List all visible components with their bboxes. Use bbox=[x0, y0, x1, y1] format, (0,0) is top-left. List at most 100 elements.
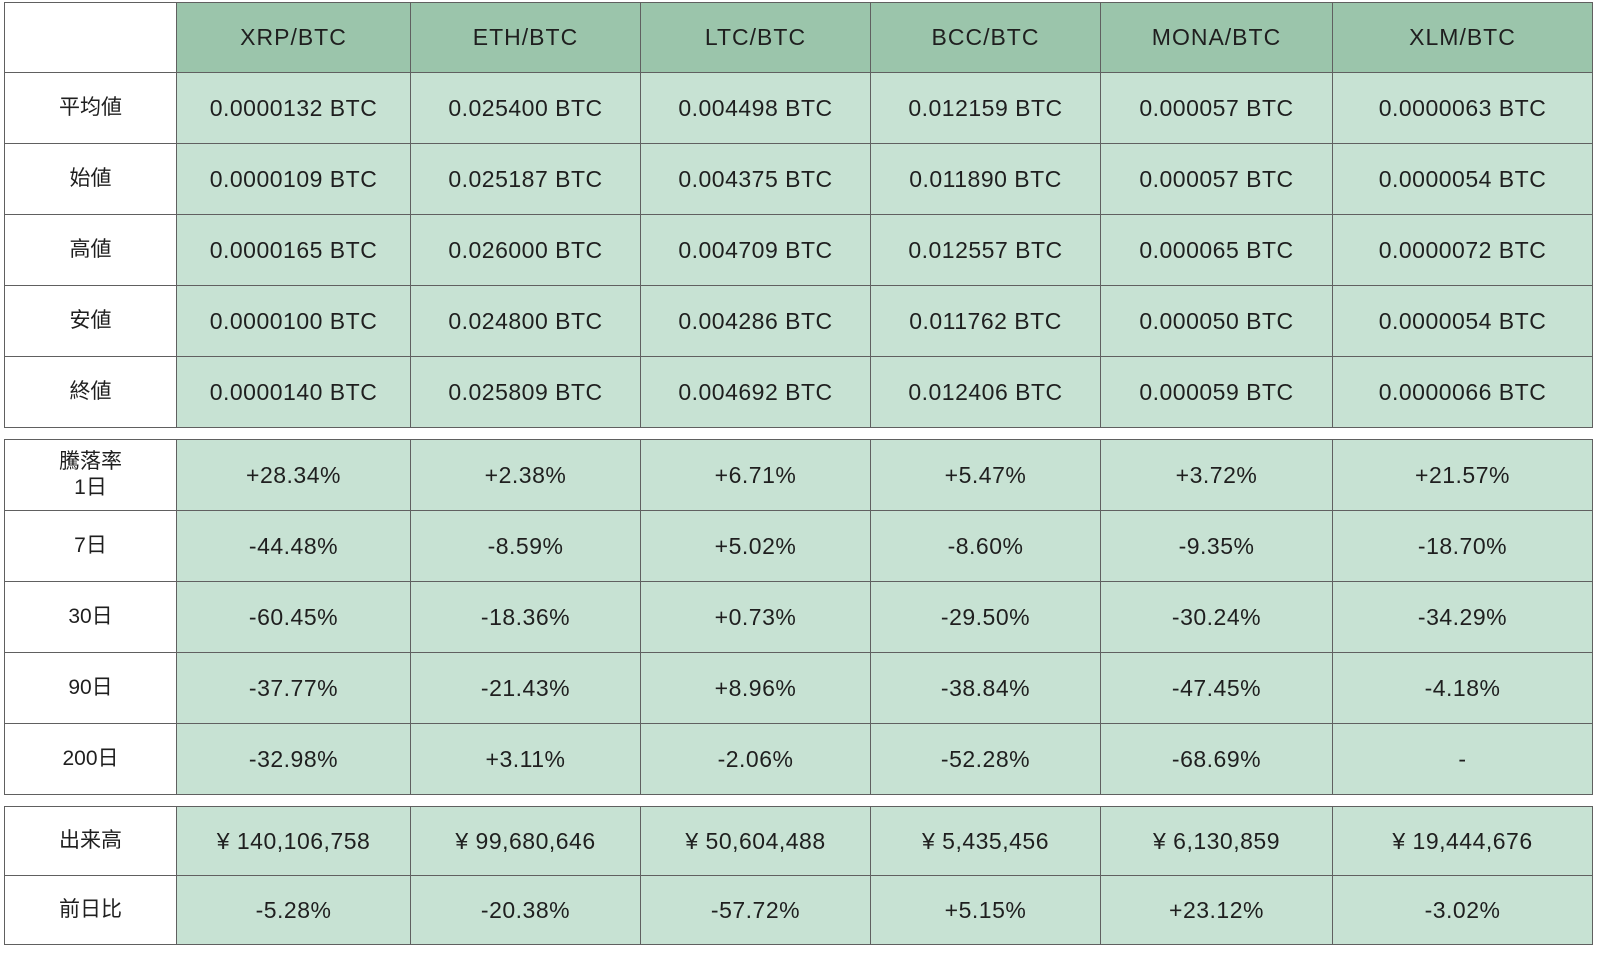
cell-change-30d-xrp-btc: -60.45% bbox=[176, 581, 411, 653]
cell-change-1d-xrp-btc: +28.34% bbox=[176, 439, 411, 511]
row-label-change-90d: 90日 bbox=[4, 652, 177, 724]
row-label-low: 安値 bbox=[4, 285, 177, 357]
cell-change-7d-xrp-btc: -44.48% bbox=[176, 510, 411, 582]
table-row-change-30d: 30日 -60.45% -18.36% +0.73% -29.50% -30.24% -34… bbox=[4, 581, 1593, 653]
cell-high-eth-btc: 0.026000 BTC bbox=[410, 214, 641, 286]
cell-volume-xlm-btc: ¥ 19,444,676 bbox=[1332, 806, 1593, 876]
cell-average-bcc-btc: 0.012159 BTC bbox=[870, 72, 1101, 144]
cell-change-1d-mona-btc: +3.72% bbox=[1100, 439, 1333, 511]
table-row-day-over-day: 前日比 -5.28% -20.38% -57.72% +5.15% +23.12% -3.0… bbox=[4, 875, 1593, 945]
row-label-change-200d: 200日 bbox=[4, 723, 177, 795]
cell-volume-bcc-btc: ¥ 5,435,456 bbox=[870, 806, 1101, 876]
cell-change-30d-xlm-btc: -34.29% bbox=[1332, 581, 1593, 653]
table-row-average: 平均値 0.0000132 BTC 0.025400 BTC 0.004498 BTC… bbox=[4, 72, 1593, 144]
crypto-market-stats-table: XRP/BTC ETH/BTC LTC/BTC BCC/BTC MONA/BTC XLM/… bbox=[4, 2, 1593, 945]
cell-close-eth-btc: 0.025809 BTC bbox=[410, 356, 641, 428]
cell-day-over-day-xrp-btc: -5.28% bbox=[176, 875, 411, 945]
section-volume: 出来高 ¥ 140,106,758 ¥ 99,680,646 ¥ 50,604,488… bbox=[4, 806, 1593, 945]
cell-day-over-day-ltc-btc: -57.72% bbox=[640, 875, 871, 945]
section-change-rates: 騰落率 1日 +28.34% +2.38% +6.71% +5.47% +3.72% +21… bbox=[4, 439, 1593, 795]
cell-day-over-day-bcc-btc: +5.15% bbox=[870, 875, 1101, 945]
cell-close-mona-btc: 0.000059 BTC bbox=[1100, 356, 1333, 428]
cell-change-200d-bcc-btc: -52.28% bbox=[870, 723, 1101, 795]
cell-change-7d-bcc-btc: -8.60% bbox=[870, 510, 1101, 582]
column-header-xrp-btc: XRP/BTC bbox=[176, 2, 411, 73]
row-label-high: 高値 bbox=[4, 214, 177, 286]
cell-change-90d-xlm-btc: -4.18% bbox=[1332, 652, 1593, 724]
cell-volume-ltc-btc: ¥ 50,604,488 bbox=[640, 806, 871, 876]
table-row-low: 安値 0.0000100 BTC 0.024800 BTC 0.004286 BTC 0… bbox=[4, 285, 1593, 357]
cell-change-7d-ltc-btc: +5.02% bbox=[640, 510, 871, 582]
row-label-volume: 出来高 bbox=[4, 806, 177, 876]
cell-open-eth-btc: 0.025187 BTC bbox=[410, 143, 641, 215]
cell-change-1d-ltc-btc: +6.71% bbox=[640, 439, 871, 511]
row-label-close: 終値 bbox=[4, 356, 177, 428]
cell-close-ltc-btc: 0.004692 BTC bbox=[640, 356, 871, 428]
cell-change-1d-xlm-btc: +21.57% bbox=[1332, 439, 1593, 511]
cell-change-30d-eth-btc: -18.36% bbox=[410, 581, 641, 653]
cell-average-eth-btc: 0.025400 BTC bbox=[410, 72, 641, 144]
cell-change-200d-eth-btc: +3.11% bbox=[410, 723, 641, 795]
cell-day-over-day-eth-btc: -20.38% bbox=[410, 875, 641, 945]
cell-open-ltc-btc: 0.004375 BTC bbox=[640, 143, 871, 215]
cell-average-xrp-btc: 0.0000132 BTC bbox=[176, 72, 411, 144]
cell-high-xlm-btc: 0.0000072 BTC bbox=[1332, 214, 1593, 286]
cell-open-mona-btc: 0.000057 BTC bbox=[1100, 143, 1333, 215]
table-row-open: 始値 0.0000109 BTC 0.025187 BTC 0.004375 BTC 0… bbox=[4, 143, 1593, 215]
cell-change-90d-ltc-btc: +8.96% bbox=[640, 652, 871, 724]
cell-close-xlm-btc: 0.0000066 BTC bbox=[1332, 356, 1593, 428]
table-row-change-200d: 200日 -32.98% +3.11% -2.06% -52.28% -68.69% - bbox=[4, 723, 1593, 795]
column-header-ltc-btc: LTC/BTC bbox=[640, 2, 871, 73]
table-row-change-1d: 騰落率 1日 +28.34% +2.38% +6.71% +5.47% +3.72% +21… bbox=[4, 439, 1593, 511]
row-label-change-30d: 30日 bbox=[4, 581, 177, 653]
cell-change-30d-ltc-btc: +0.73% bbox=[640, 581, 871, 653]
cell-low-xrp-btc: 0.0000100 BTC bbox=[176, 285, 411, 357]
cell-low-bcc-btc: 0.011762 BTC bbox=[870, 285, 1101, 357]
table-row-change-7d: 7日 -44.48% -8.59% +5.02% -8.60% -9.35% -18.70% bbox=[4, 510, 1593, 582]
row-label-open: 始値 bbox=[4, 143, 177, 215]
table-row-close: 終値 0.0000140 BTC 0.025809 BTC 0.004692 BTC 0… bbox=[4, 356, 1593, 428]
column-header-xlm-btc: XLM/BTC bbox=[1332, 2, 1593, 73]
cell-change-200d-xrp-btc: -32.98% bbox=[176, 723, 411, 795]
cell-high-bcc-btc: 0.012557 BTC bbox=[870, 214, 1101, 286]
row-label-change-7d: 7日 bbox=[4, 510, 177, 582]
row-label-change-1d: 騰落率 1日 bbox=[4, 439, 177, 511]
cell-change-200d-xlm-btc: - bbox=[1332, 723, 1593, 795]
column-header-row: XRP/BTC ETH/BTC LTC/BTC BCC/BTC MONA/BTC XLM/… bbox=[4, 2, 1593, 73]
cell-change-30d-bcc-btc: -29.50% bbox=[870, 581, 1101, 653]
cell-average-xlm-btc: 0.0000063 BTC bbox=[1332, 72, 1593, 144]
cell-high-ltc-btc: 0.004709 BTC bbox=[640, 214, 871, 286]
cell-change-1d-bcc-btc: +5.47% bbox=[870, 439, 1101, 511]
section-prices: XRP/BTC ETH/BTC LTC/BTC BCC/BTC MONA/BTC XLM/… bbox=[4, 2, 1593, 428]
row-label-average: 平均値 bbox=[4, 72, 177, 144]
column-header-mona-btc: MONA/BTC bbox=[1100, 2, 1333, 73]
cell-low-mona-btc: 0.000050 BTC bbox=[1100, 285, 1333, 357]
cell-day-over-day-mona-btc: +23.12% bbox=[1100, 875, 1333, 945]
cell-change-90d-mona-btc: -47.45% bbox=[1100, 652, 1333, 724]
cell-open-bcc-btc: 0.011890 BTC bbox=[870, 143, 1101, 215]
cell-high-xrp-btc: 0.0000165 BTC bbox=[176, 214, 411, 286]
row-label-day-over-day: 前日比 bbox=[4, 875, 177, 945]
cell-average-ltc-btc: 0.004498 BTC bbox=[640, 72, 871, 144]
cell-volume-mona-btc: ¥ 6,130,859 bbox=[1100, 806, 1333, 876]
column-header-bcc-btc: BCC/BTC bbox=[870, 2, 1101, 73]
cell-change-7d-xlm-btc: -18.70% bbox=[1332, 510, 1593, 582]
cell-low-ltc-btc: 0.004286 BTC bbox=[640, 285, 871, 357]
cell-change-200d-mona-btc: -68.69% bbox=[1100, 723, 1333, 795]
cell-change-30d-mona-btc: -30.24% bbox=[1100, 581, 1333, 653]
cell-change-7d-eth-btc: -8.59% bbox=[410, 510, 641, 582]
cell-close-xrp-btc: 0.0000140 BTC bbox=[176, 356, 411, 428]
table-row-change-90d: 90日 -37.77% -21.43% +8.96% -38.84% -47.45% -4.… bbox=[4, 652, 1593, 724]
cell-change-1d-eth-btc: +2.38% bbox=[410, 439, 641, 511]
corner-cell bbox=[4, 2, 177, 73]
cell-low-eth-btc: 0.024800 BTC bbox=[410, 285, 641, 357]
cell-low-xlm-btc: 0.0000054 BTC bbox=[1332, 285, 1593, 357]
cell-volume-xrp-btc: ¥ 140,106,758 bbox=[176, 806, 411, 876]
cell-open-xlm-btc: 0.0000054 BTC bbox=[1332, 143, 1593, 215]
cell-average-mona-btc: 0.000057 BTC bbox=[1100, 72, 1333, 144]
cell-change-7d-mona-btc: -9.35% bbox=[1100, 510, 1333, 582]
cell-change-90d-eth-btc: -21.43% bbox=[410, 652, 641, 724]
cell-change-200d-ltc-btc: -2.06% bbox=[640, 723, 871, 795]
cell-change-90d-xrp-btc: -37.77% bbox=[176, 652, 411, 724]
cell-change-90d-bcc-btc: -38.84% bbox=[870, 652, 1101, 724]
